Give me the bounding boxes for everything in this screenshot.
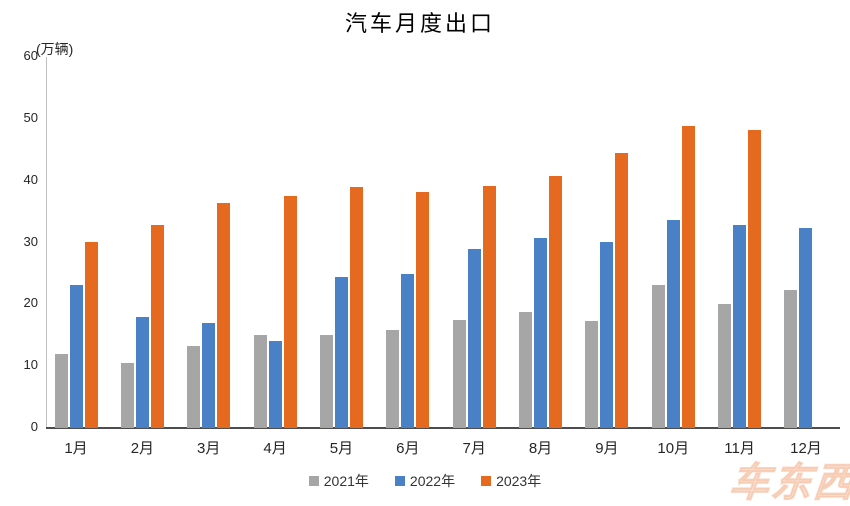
bar-series1-month3 [187,346,201,428]
bar-series3-month11 [748,129,762,428]
y-axis-line [46,57,47,428]
bar-series3-month10 [681,126,695,428]
x-axis-label: 5月 [329,440,354,457]
legend-item-2021: 2021年 [308,471,369,491]
y-tick-label: 60 [23,48,38,63]
bar-series2-month11 [733,224,747,428]
bar-series1-month6 [386,330,400,428]
bar-series1-month12 [784,290,798,428]
bar-series2-month7 [467,248,481,428]
y-tick-label: 30 [23,233,38,249]
legend: 2021年 2022年 2023年 [0,471,850,491]
x-axis-label: 8月 [528,440,553,457]
legend-swatch-icon [308,476,319,486]
bar-series3-month5 [349,187,363,428]
legend-item-2022: 2022年 [394,471,456,491]
bar-series1-month2 [120,363,134,428]
bar-series3-month4 [283,195,297,428]
x-axis-label: 1月 [64,440,88,457]
watermark-logo: 车东西 [727,460,850,505]
x-axis-label: 6月 [396,440,420,457]
bar-series2-month9 [600,241,614,428]
x-axis-label: 4月 [263,440,287,457]
x-axis-label: 3月 [197,440,221,457]
x-axis-label: 2月 [130,440,155,457]
y-tick-label: 40 [23,171,38,187]
legend-label: 2023年 [496,473,542,489]
bar-series2-month4 [268,340,282,428]
bar-series2-month10 [666,219,680,428]
bar-series2-month2 [135,316,149,428]
bar-series3-month1 [84,241,98,428]
bar-series3-month6 [416,191,430,428]
bar-series1-month1 [54,354,68,428]
y-tick-label: 0 [30,419,38,434]
legend-swatch-icon [394,476,405,486]
bar-series2-month12 [799,227,813,428]
bar-series2-month8 [534,237,548,428]
bar-series3-month9 [615,153,629,428]
legend-swatch-icon [481,476,492,486]
x-axis-label: 12月 [790,440,822,457]
bar-series2-month5 [334,276,348,428]
bar-series1-month7 [452,320,466,428]
bar-series2-month1 [69,285,83,428]
bar-series2-month6 [401,274,415,428]
bar-series1-month8 [519,312,533,428]
bar-series1-month9 [585,321,599,428]
legend-item-2023: 2023年 [481,471,541,491]
bar-series2-month3 [202,322,216,428]
bar-series1-month5 [319,335,333,428]
legend-label: 2021年 [323,473,369,489]
bar-series3-month8 [549,175,563,428]
bar-series1-month11 [718,304,732,428]
bar-series1-month4 [253,334,267,428]
x-axis-line [46,427,840,429]
x-axis-label: 7月 [462,440,486,457]
x-axis-label: 10月 [657,440,690,457]
x-axis-label: 9月 [595,440,619,457]
bar-series3-month3 [217,202,231,428]
legend-label: 2022年 [409,473,456,489]
chart-title: 汽车月度出口 [344,12,495,37]
y-axis-unit-label: (万辆) [36,41,74,57]
y-tick-label: 10 [23,357,38,373]
y-tick-label: 50 [23,109,38,125]
x-axis-label: 11月 [724,440,755,457]
bar-series3-month2 [150,224,164,428]
y-tick-label: 20 [23,295,38,311]
bar-series3-month7 [482,185,496,428]
bar-series1-month10 [651,285,665,428]
